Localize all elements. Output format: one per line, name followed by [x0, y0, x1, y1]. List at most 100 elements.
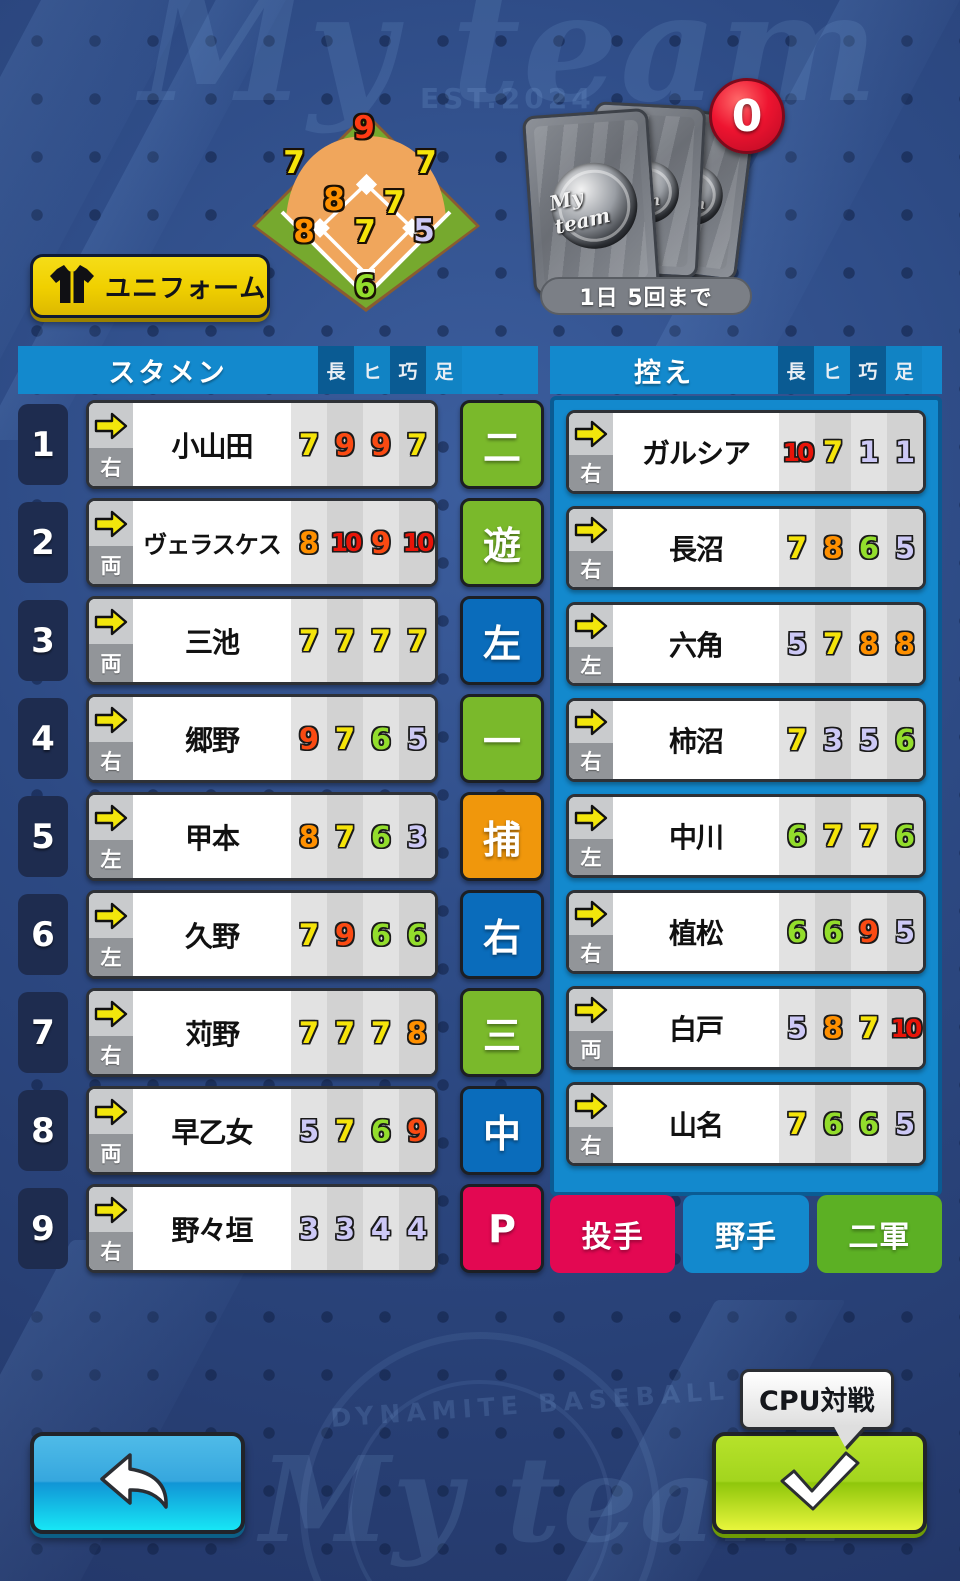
player-name: ガルシア — [613, 413, 779, 491]
stat-skill: 6 — [851, 1085, 887, 1163]
batting-hand: 右 — [89, 1036, 133, 1074]
player-card[interactable]: 右 郷野 9 7 6 5 — [86, 694, 438, 783]
position-badge[interactable]: 捕 — [460, 792, 544, 881]
stat-power: 6 — [779, 893, 815, 971]
batting-hand: 左 — [89, 840, 133, 878]
confirm-button[interactable] — [712, 1432, 927, 1534]
batting-hand: 右 — [569, 935, 613, 971]
player-name: 苅野 — [133, 991, 291, 1074]
player-card[interactable]: 右 野々垣 3 3 4 4 — [86, 1184, 438, 1273]
stat-speed: 8 — [399, 991, 435, 1074]
batting-hand: 左 — [569, 839, 613, 875]
player-name: 甲本 — [133, 795, 291, 878]
position-badge[interactable]: 中 — [460, 1086, 544, 1175]
bench-title: 控え — [634, 357, 694, 389]
hand-column: 左 — [569, 605, 613, 683]
bench-row[interactable]: 右 長沼 7 8 6 5 — [566, 506, 926, 590]
lineup-title: スタメン — [108, 357, 228, 389]
uniform-button[interactable]: ユニフォーム — [30, 254, 270, 318]
batting-order-badge: 5 — [18, 796, 68, 877]
position-badge[interactable]: P — [460, 1184, 544, 1273]
batting-hand: 両 — [89, 546, 133, 584]
stat-speed: 9 — [399, 1089, 435, 1172]
field-pos-left-field: 7 — [283, 145, 305, 181]
lineup-row: 5 左 甲本 8 7 6 3 捕 — [18, 792, 544, 881]
player-name: 白戸 — [613, 989, 779, 1067]
player-card[interactable]: 右 苅野 7 7 7 8 — [86, 988, 438, 1077]
watermark-est: EST.2024 — [420, 82, 595, 115]
tab-pitchers[interactable]: 投手 — [550, 1195, 676, 1273]
tab-farm-team[interactable]: 二軍 — [816, 1195, 942, 1273]
check-icon — [774, 1447, 866, 1519]
card-pack-button[interactable]: My team My team My team 0 1日 5回まで — [518, 78, 785, 321]
player-card[interactable]: 左 甲本 8 7 6 3 — [86, 792, 438, 881]
swap-arrow-icon — [569, 893, 613, 935]
lineup-row: 3 両 三池 7 7 7 7 左 — [18, 596, 544, 685]
player-card[interactable]: 両 早乙女 5 7 6 9 — [86, 1086, 438, 1175]
position-badge[interactable]: 右 — [460, 890, 544, 979]
stat-power: 9 — [291, 697, 327, 780]
bench-row[interactable]: 左 六角 5 7 8 8 — [566, 602, 926, 686]
lineup-row: 1 右 小山田 7 9 9 7 二 — [18, 400, 544, 489]
batting-hand: 右 — [569, 455, 613, 491]
stat-skill: 6 — [363, 795, 399, 878]
stat-power: 7 — [779, 1085, 815, 1163]
player-card[interactable]: 左 久野 7 9 6 6 — [86, 890, 438, 979]
hand-column: 両 — [89, 1089, 133, 1172]
bench-row[interactable]: 右 ガルシア 10 7 1 1 — [566, 410, 926, 494]
stat-contact: 7 — [327, 697, 363, 780]
lineup-panel-header: スタメン 長 ヒ 巧 足 — [18, 346, 538, 394]
player-card[interactable]: 右 小山田 7 9 9 7 — [86, 400, 438, 489]
stat-speed: 7 — [399, 599, 435, 682]
stat-skill: 6 — [363, 697, 399, 780]
bench-row[interactable]: 左 中川 6 7 7 6 — [566, 794, 926, 878]
bench-panel-header: 控え 長 ヒ 巧 足 — [550, 346, 942, 394]
stat-speed: 8 — [887, 605, 923, 683]
field-pos-center-field: 9 — [353, 110, 375, 146]
hand-column: 右 — [569, 413, 613, 491]
stat-skill: 7 — [363, 991, 399, 1074]
stat-speed: 3 — [399, 795, 435, 878]
stat-power: 5 — [291, 1089, 327, 1172]
player-card[interactable]: 両 ヴェラスケス 8 10 9 10 — [86, 498, 438, 587]
hand-column: 右 — [89, 403, 133, 486]
player-name: 植松 — [613, 893, 779, 971]
bench-row[interactable]: 右 山名 7 6 6 5 — [566, 1082, 926, 1166]
swap-arrow-icon — [569, 701, 613, 743]
player-name: 中川 — [613, 797, 779, 875]
swap-arrow-icon — [89, 1187, 133, 1232]
stat-power: 7 — [779, 509, 815, 587]
lineup-row: 4 右 郷野 9 7 6 5 一 — [18, 694, 544, 783]
swap-arrow-icon — [89, 991, 133, 1036]
back-button[interactable] — [30, 1432, 245, 1534]
bench-stat-header-contact: ヒ — [814, 346, 850, 394]
position-badge[interactable]: 遊 — [460, 498, 544, 587]
lineup-header-tail — [462, 346, 538, 394]
player-name: 小山田 — [133, 403, 291, 486]
batting-hand: 右 — [569, 743, 613, 779]
hand-column: 右 — [89, 1187, 133, 1270]
bench-row[interactable]: 両 白戸 5 8 7 10 — [566, 986, 926, 1070]
stat-power: 8 — [291, 501, 327, 584]
batting-hand: 右 — [569, 551, 613, 587]
stat-speed: 5 — [887, 1085, 923, 1163]
bench-row[interactable]: 右 柿沼 7 3 5 6 — [566, 698, 926, 782]
tab-fielders[interactable]: 野手 — [683, 1195, 809, 1273]
swap-arrow-icon — [569, 509, 613, 551]
batting-hand: 左 — [89, 938, 133, 976]
stat-skill: 9 — [363, 501, 399, 584]
position-badge[interactable]: 一 — [460, 694, 544, 783]
swap-arrow-icon — [569, 605, 613, 647]
bench-row[interactable]: 右 植松 6 6 9 5 — [566, 890, 926, 974]
stat-header-speed: 足 — [426, 346, 462, 394]
player-card[interactable]: 両 三池 7 7 7 7 — [86, 596, 438, 685]
field-diagram[interactable]: 9 7 7 8 7 8 7 5 6 — [246, 106, 486, 318]
stat-speed: 6 — [399, 893, 435, 976]
card-back-1: My team — [521, 107, 661, 297]
position-badge[interactable]: 二 — [460, 400, 544, 489]
swap-arrow-icon — [89, 795, 133, 840]
position-badge[interactable]: 三 — [460, 988, 544, 1077]
batting-order-badge: 1 — [18, 404, 68, 485]
position-badge[interactable]: 左 — [460, 596, 544, 685]
bench-stat-header-skill: 巧 — [850, 346, 886, 394]
